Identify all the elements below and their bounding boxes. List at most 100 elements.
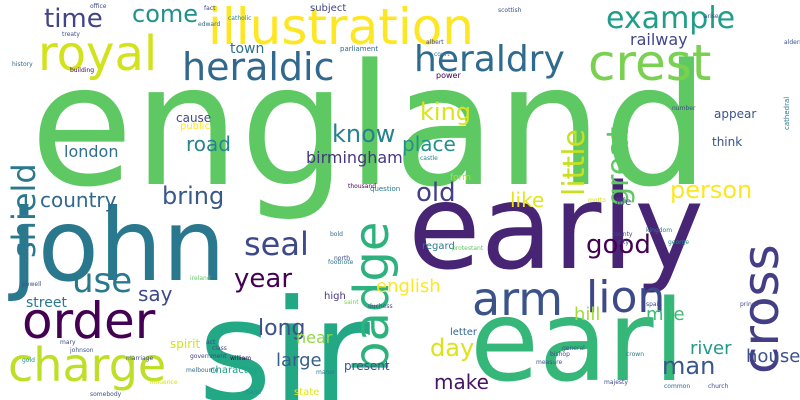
word-shield: shield xyxy=(5,163,43,258)
word-saint: saint xyxy=(344,299,359,306)
word-arm: arm xyxy=(472,272,564,326)
word-year: year xyxy=(234,264,293,294)
word-albert: albert xyxy=(426,39,444,46)
word-say: say xyxy=(138,282,173,306)
word-think: think xyxy=(712,135,743,149)
word-city: city xyxy=(618,239,629,246)
word-question: question xyxy=(370,185,401,193)
word-town: town xyxy=(230,41,265,57)
word-little: little xyxy=(557,129,592,196)
word-king: king xyxy=(420,98,472,126)
word-number: number xyxy=(672,105,696,112)
word-catholic: catholic xyxy=(228,15,252,22)
word-english: english xyxy=(376,276,441,297)
word-person: person xyxy=(670,176,753,204)
word-day: day xyxy=(430,334,475,362)
word-history: history xyxy=(12,61,33,68)
word-know: know xyxy=(332,120,396,148)
word-parliament: parliament xyxy=(340,45,379,53)
word-hill: hill xyxy=(574,304,601,325)
word-mile: mile xyxy=(646,304,685,325)
word-example: example xyxy=(606,1,736,36)
word-prince: prince xyxy=(740,301,759,308)
word-life: life xyxy=(616,197,632,208)
word-heraldry: heraldry xyxy=(414,39,565,80)
word-gold: gold xyxy=(22,357,35,364)
word-protestant: protestant xyxy=(452,245,484,252)
word-general: general xyxy=(562,345,585,352)
word-come: come xyxy=(132,0,199,28)
word-make: make xyxy=(434,370,489,394)
word-court: court xyxy=(434,51,450,58)
word-england: england xyxy=(30,28,710,224)
word-man: man xyxy=(662,352,716,380)
word-crown: crown xyxy=(626,351,645,358)
word-lion: lion xyxy=(586,272,666,323)
word-william: william xyxy=(230,355,252,362)
word-common: common xyxy=(664,383,691,390)
word-london: london xyxy=(64,142,119,161)
word-old: old xyxy=(416,178,456,208)
word-government: government xyxy=(190,353,227,360)
word-cathedral: cathedral xyxy=(783,96,791,130)
word-regard: regard xyxy=(422,241,455,252)
word-place: place xyxy=(402,132,456,156)
word-bring: bring xyxy=(162,182,225,210)
word-fact: fact xyxy=(204,5,216,12)
word-cause: cause xyxy=(176,111,212,125)
word-river: river xyxy=(690,338,732,359)
word-seal: seal xyxy=(244,225,309,263)
word-arise: arise xyxy=(704,13,719,20)
word-house: house xyxy=(746,346,800,367)
word-church: church xyxy=(708,383,729,390)
word-george: george xyxy=(668,239,690,246)
word-appear: appear xyxy=(714,107,757,121)
word-letter: letter xyxy=(450,327,478,338)
word-john: john xyxy=(10,187,226,304)
word-high: high xyxy=(324,291,346,302)
word-birmingham: birmingham xyxy=(306,148,403,167)
word-scottish: scottish xyxy=(498,7,522,14)
word-duchess: duchess xyxy=(368,303,393,310)
word-class: class xyxy=(212,345,227,352)
word-railway: railway xyxy=(630,30,688,49)
word-like: like xyxy=(510,188,545,212)
word-marriage: marriage xyxy=(126,355,154,362)
word-motto: motto xyxy=(588,197,606,204)
word-kingdom: kingdom xyxy=(646,227,673,234)
word-royal: royal xyxy=(38,26,158,82)
word-illustration: illustration xyxy=(208,0,474,56)
word-heraldic: heraldic xyxy=(182,45,335,89)
word-time: time xyxy=(44,4,103,34)
word-office: office xyxy=(90,3,107,10)
word-use: use xyxy=(72,261,133,301)
word-hand: hand xyxy=(246,389,262,396)
word-melbourne: melbourne xyxy=(186,367,219,374)
word-act: act xyxy=(206,339,216,346)
word-country: country xyxy=(40,188,117,212)
word-character: character xyxy=(210,365,258,376)
word-influence: influence xyxy=(150,379,178,386)
word-alderman: alderman xyxy=(784,39,800,46)
word-public: public xyxy=(180,121,211,132)
word-bishop: bishop xyxy=(550,351,570,358)
word-spirit: spirit xyxy=(170,337,201,351)
word-form: form xyxy=(450,173,471,183)
word-majesty: majesty xyxy=(604,379,628,386)
word-somebody: somebody xyxy=(90,391,122,398)
word-order: order xyxy=(22,292,156,350)
word-manor: manor xyxy=(316,369,336,376)
word-long: long xyxy=(258,316,306,341)
word-footnote: footnote xyxy=(328,259,354,266)
word-present: present xyxy=(344,359,390,373)
word-early: early xyxy=(408,158,705,296)
word-measure: measure xyxy=(536,359,563,366)
word-mary: mary xyxy=(60,339,76,346)
word-large: large xyxy=(276,350,322,371)
word-north: north xyxy=(334,255,351,262)
word-power: power xyxy=(436,71,461,80)
word-thousand: thousand xyxy=(348,183,377,190)
word-earl: earl xyxy=(470,277,685,400)
word-ireland: ireland xyxy=(190,275,211,282)
word-treaty: treaty xyxy=(62,31,80,38)
